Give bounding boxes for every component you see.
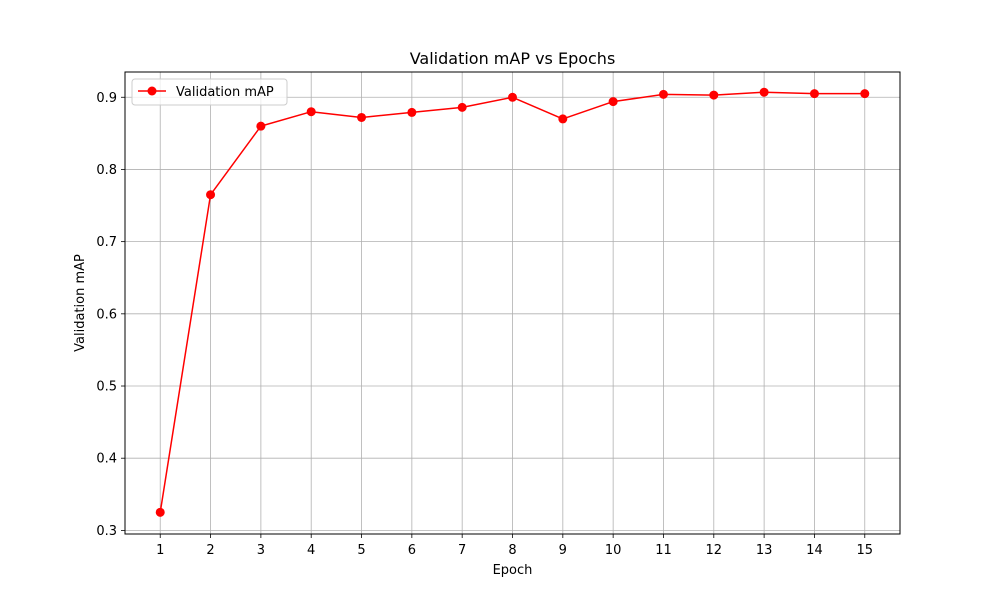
data-point: [457, 102, 467, 112]
y-tick-label: 0.9: [96, 91, 117, 106]
x-tick-label: 2: [206, 543, 214, 558]
x-tick-label: 5: [357, 543, 365, 558]
x-tick-label: 8: [508, 543, 516, 558]
x-tick-label: 9: [559, 543, 567, 558]
x-tick-label: 7: [458, 543, 466, 558]
x-tick-label: 11: [655, 543, 672, 558]
legend: Validation mAP: [131, 78, 288, 106]
x-tick-label: 12: [706, 543, 723, 558]
x-tick-label: 15: [856, 543, 873, 558]
series-layer: [155, 87, 870, 517]
x-tick-label: 14: [806, 543, 823, 558]
x-axis-label: Epoch: [493, 563, 533, 578]
data-point: [759, 87, 769, 97]
data-point: [306, 107, 316, 117]
y-tick-label: 0.3: [96, 524, 117, 539]
data-point: [155, 507, 165, 517]
data-point: [407, 107, 417, 117]
axis-ticks: 1 2 3 4 5 6 7 8 9 10 11 12 13 14 150.30.40.50.60.70.80…: [96, 91, 873, 558]
x-tick-label: 13: [756, 543, 773, 558]
legend-marker-swatch: [147, 86, 157, 96]
data-point: [608, 97, 618, 107]
legend-box: [131, 78, 288, 106]
chart-title: Validation mAP vs Epochs: [410, 49, 616, 68]
data-point: [558, 114, 568, 124]
x-tick-label: 6: [408, 543, 416, 558]
y-tick-label: 0.7: [96, 235, 117, 250]
data-point: [256, 121, 266, 131]
x-tick-label: 4: [307, 543, 315, 558]
x-tick-label: 1: [156, 543, 164, 558]
y-tick-label: 0.8: [96, 163, 117, 178]
data-point: [658, 89, 668, 99]
data-point: [809, 89, 819, 99]
legend-label: Validation mAP: [176, 85, 274, 100]
x-tick-label: 10: [605, 543, 622, 558]
y-tick-label: 0.4: [96, 452, 117, 467]
data-point: [357, 112, 367, 122]
data-point: [508, 92, 517, 102]
data-point: [709, 90, 719, 100]
data-point: [206, 190, 216, 200]
y-tick-label: 0.5: [96, 380, 117, 395]
plot-frame: [124, 71, 901, 535]
x-tick-label: 3: [257, 543, 265, 558]
data-point: [860, 89, 870, 99]
y-axis-label: Validation mAP: [73, 254, 88, 352]
y-tick-label: 0.6: [96, 307, 117, 322]
